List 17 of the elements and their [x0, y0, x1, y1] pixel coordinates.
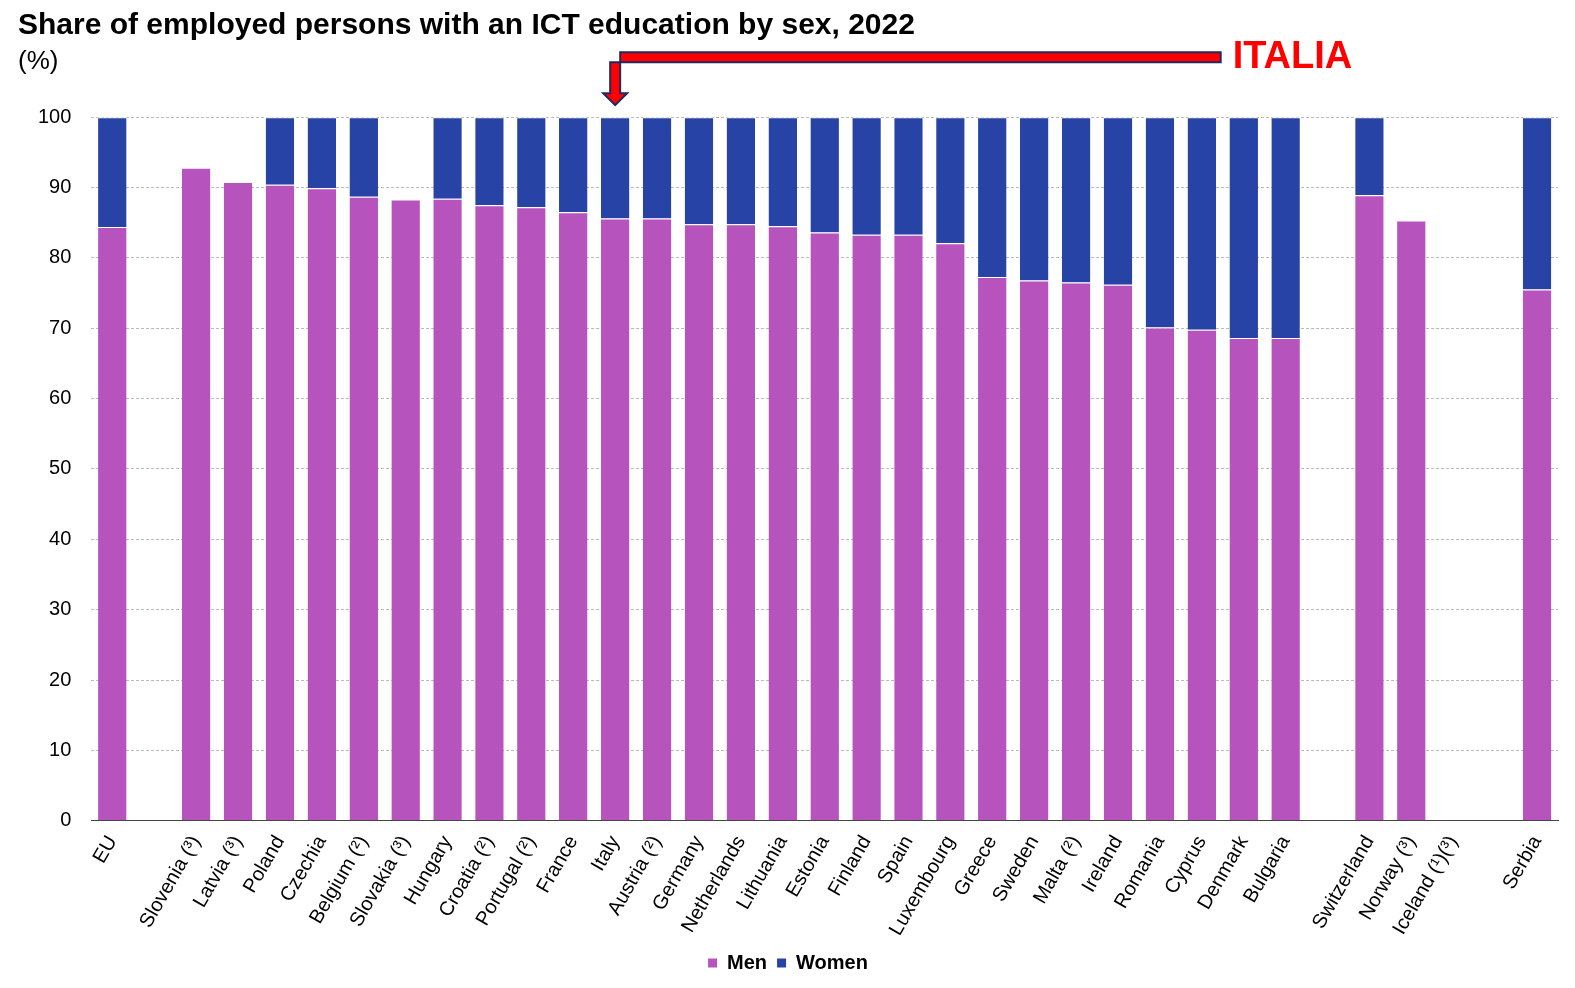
legend-label: Women	[796, 950, 868, 973]
y-tick-label: 60	[49, 386, 72, 409]
chart-subtitle: (%)	[18, 44, 59, 75]
y-tick-label: 10	[49, 737, 72, 760]
y-tick-label: 40	[49, 526, 72, 549]
y-tick-label: 50	[49, 456, 72, 479]
legend-label: Men	[727, 950, 768, 973]
y-tick-label: 70	[49, 315, 72, 338]
chart-title: Share of employed persons with an ICT education by sex, 2022	[18, 7, 915, 41]
y-tick-label: 0	[60, 808, 72, 831]
x-tick-label: EU	[87, 831, 121, 867]
y-tick-label: 100	[37, 104, 72, 127]
y-tick-label: 80	[49, 245, 72, 268]
y-tick-label: 90	[49, 175, 72, 198]
y-tick-label: 20	[49, 667, 72, 690]
text: ITALIA	[1232, 33, 1353, 76]
y-tick-label: 30	[49, 597, 72, 620]
